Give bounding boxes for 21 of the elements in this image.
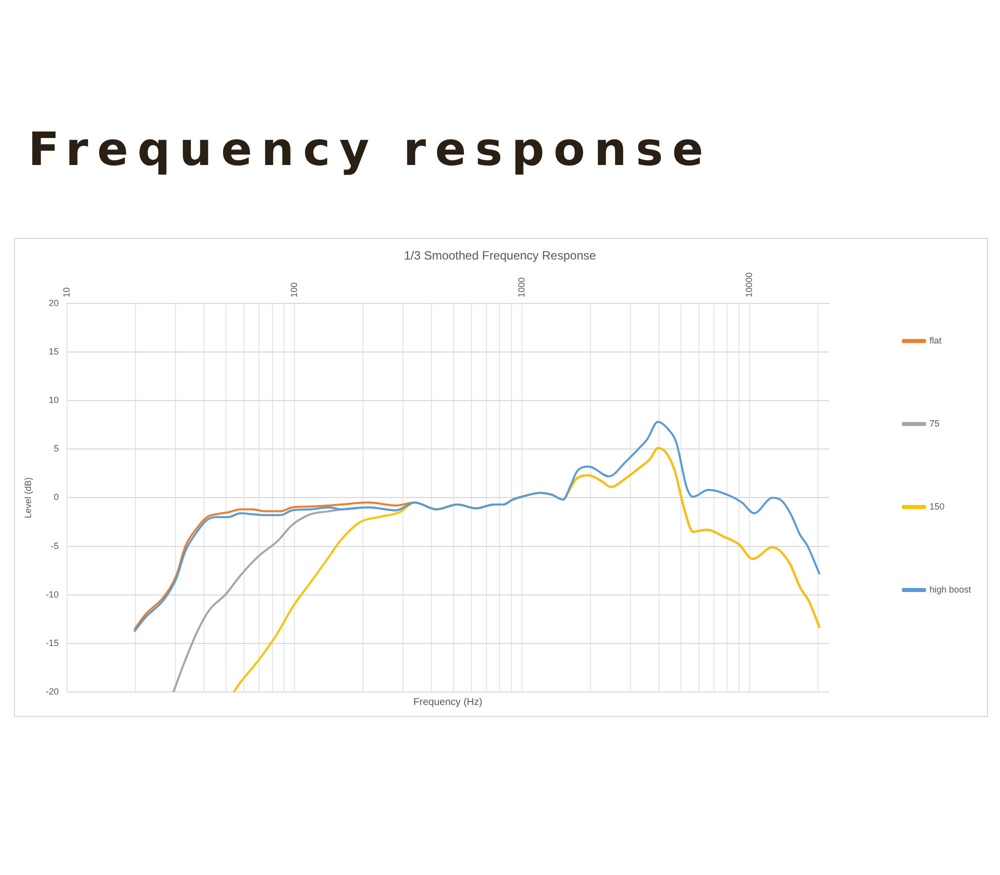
y-tick-label: 0	[54, 492, 59, 502]
x-tick-label: 100	[288, 282, 299, 298]
x-tick-label: 10000	[744, 272, 754, 298]
y-tick-label: 20	[48, 298, 59, 308]
y-tick-label: 15	[48, 346, 59, 356]
y-tick-label: 10	[48, 395, 59, 406]
y-tick-label: -15	[46, 638, 59, 648]
legend-label: high boost	[929, 584, 972, 594]
legend-label: flat	[929, 335, 942, 346]
y-tick-label: -20	[46, 686, 59, 696]
chart-subtitle: 1/3 Smoothed Frequency Response	[404, 248, 596, 263]
x-tick-label: 1000	[516, 277, 526, 298]
legend-label: 150	[929, 501, 944, 512]
y-axis-title: Level (dB)	[22, 477, 33, 518]
y-tick-label: -5	[50, 540, 59, 551]
x-tick-label: 10	[61, 287, 72, 298]
legend-label: 75	[929, 418, 940, 428]
x-axis-title: Frequency (Hz)	[413, 696, 482, 708]
y-tick-label: -10	[46, 589, 59, 600]
y-tick-label: 5	[54, 444, 59, 454]
chart-title: Frequency response	[28, 122, 712, 176]
